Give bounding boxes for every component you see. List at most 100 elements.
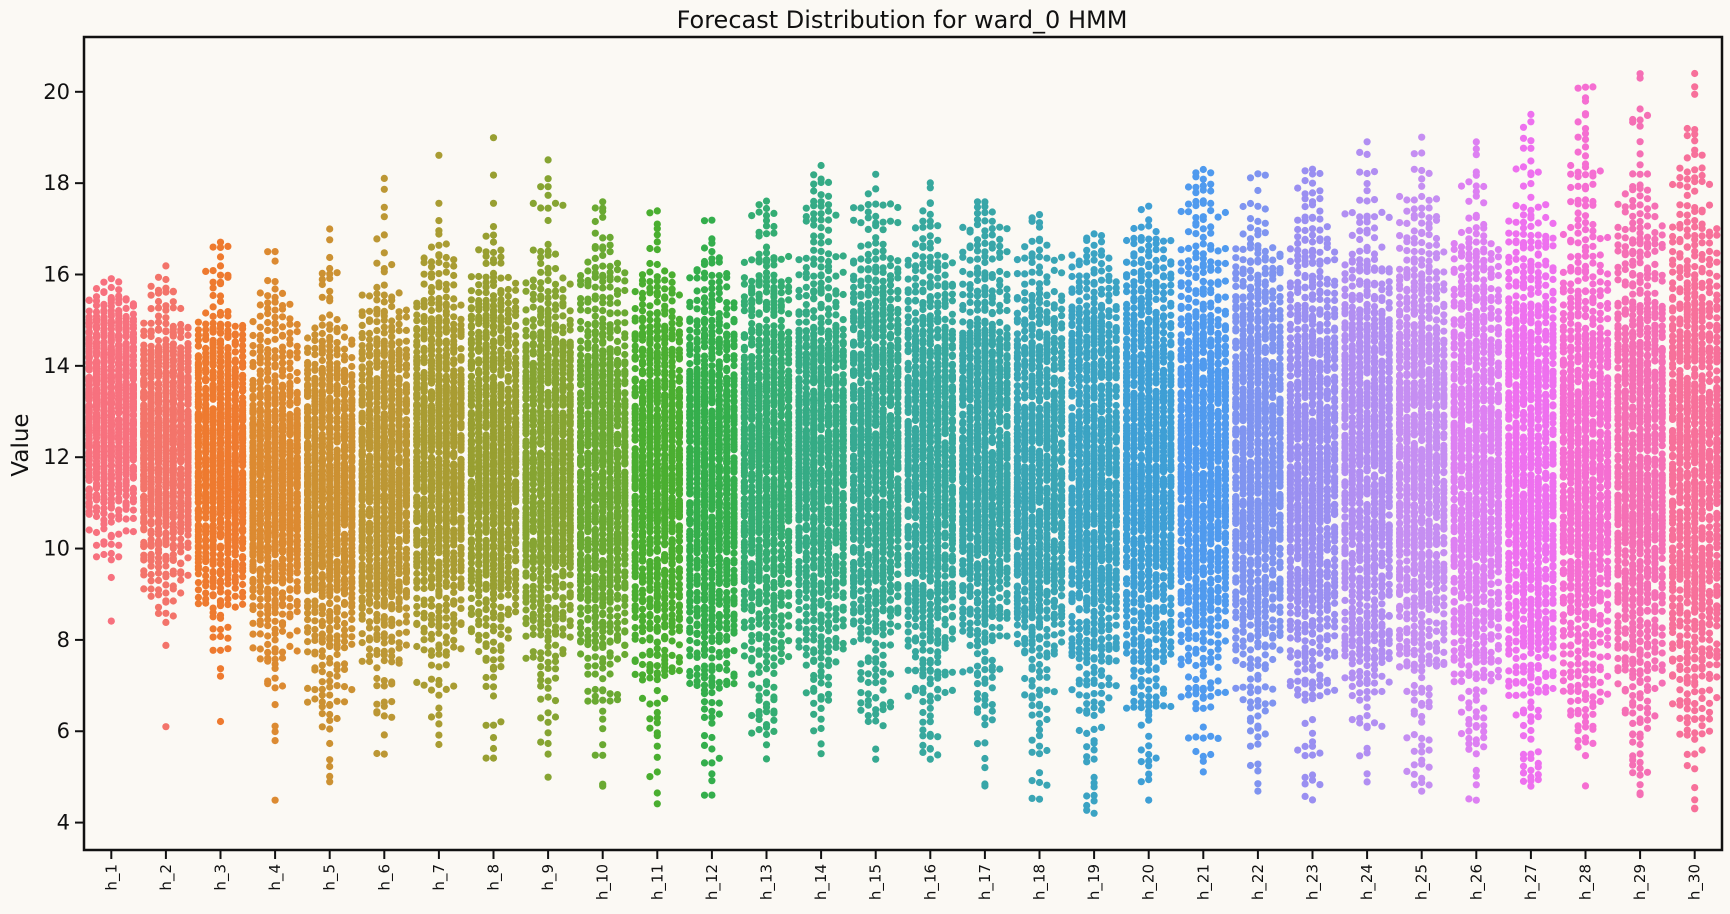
data-point-h_2	[177, 304, 185, 313]
data-point-h_2	[162, 288, 170, 296]
data-point-h_4	[271, 457, 279, 465]
data-point-h_4	[278, 313, 287, 321]
data-point-h_2	[177, 480, 185, 489]
data-point-h_1	[92, 484, 101, 492]
data-point-h_2	[154, 405, 163, 413]
data-point-h_1	[92, 370, 101, 378]
data-point-h_5	[304, 502, 312, 510]
data-point-h_1	[129, 361, 137, 369]
data-point-h_2	[147, 466, 155, 474]
data-point-h_2	[184, 331, 192, 339]
data-point-h_5	[318, 321, 326, 329]
data-point-h_2	[162, 407, 170, 415]
data-point-h_4	[271, 530, 279, 539]
data-point-h_5	[318, 583, 326, 592]
data-point-h_4	[249, 533, 257, 541]
data-point-h_2	[140, 361, 148, 370]
data-point-h_5	[340, 489, 349, 497]
data-point-h_2	[177, 511, 185, 519]
data-point-h_5	[348, 354, 356, 362]
data-point-h_3	[194, 371, 202, 379]
data-point-h_3	[209, 496, 217, 505]
data-point-h_3	[224, 479, 232, 487]
data-point-h_5	[326, 297, 334, 305]
data-point-h_5	[304, 495, 312, 503]
data-point-h_3	[216, 532, 225, 540]
data-point-h_4	[249, 421, 257, 429]
data-point-h_1	[92, 504, 101, 512]
data-point-h_4	[249, 474, 257, 482]
data-point-h_4	[278, 348, 287, 356]
data-point-h_2	[169, 513, 177, 521]
data-point-h_2	[140, 394, 148, 402]
data-point-h_2	[177, 502, 185, 510]
data-point-h_3	[209, 284, 217, 292]
data-point-h_3	[231, 339, 239, 347]
data-point-h_3	[209, 355, 217, 363]
data-point-h_4	[264, 606, 272, 614]
data-point-h_3	[216, 340, 225, 348]
data-point-h_5	[326, 342, 334, 350]
data-point-h_2	[147, 495, 155, 503]
data-point-h_2	[169, 340, 177, 348]
data-point-h_4	[256, 602, 264, 610]
data-point-h_5	[318, 518, 326, 527]
data-point-h_3	[216, 577, 225, 585]
data-point-h_4	[256, 312, 264, 320]
data-point-h_5	[326, 385, 334, 393]
data-point-h_2	[169, 325, 177, 333]
data-point-h_5	[326, 617, 334, 625]
data-point-h_4	[264, 680, 272, 688]
data-point-h_4	[264, 376, 272, 384]
data-point-h_1	[115, 486, 123, 494]
y-axis-label: Value	[8, 413, 34, 476]
data-point-h_5	[311, 666, 319, 674]
data-point-h_4	[293, 422, 301, 430]
data-point-h_4	[293, 376, 301, 384]
data-point-h_5	[340, 356, 349, 364]
data-point-h_4	[249, 385, 257, 393]
data-point-h_2	[184, 357, 192, 365]
data-point-h_4	[271, 728, 279, 736]
data-point-h_5	[333, 650, 341, 659]
data-point-h_3	[239, 371, 247, 379]
data-point-h_4	[264, 399, 272, 407]
data-point-h_5	[311, 617, 319, 625]
data-point-h_4	[278, 323, 287, 331]
data-point-h_3	[224, 580, 232, 588]
data-point-h_2	[140, 506, 148, 514]
data-point-h_2	[140, 459, 148, 467]
data-point-h_3	[209, 291, 217, 300]
data-point-h_3	[224, 473, 232, 481]
data-point-h_1	[100, 333, 108, 341]
data-point-h_1	[115, 515, 123, 523]
data-point-h_5	[304, 583, 312, 591]
data-point-h_4	[271, 664, 279, 673]
data-point-h_5	[340, 637, 349, 646]
data-point-h_1	[122, 333, 130, 341]
data-point-h_3	[209, 569, 217, 577]
data-point-h_2	[140, 556, 148, 564]
data-point-h_1	[100, 288, 108, 297]
data-point-h_3	[209, 613, 217, 621]
data-point-h_4	[264, 326, 272, 334]
data-point-h_3	[194, 459, 202, 467]
data-point-h_4	[249, 605, 257, 614]
data-point-h_2	[154, 273, 163, 281]
data-point-h_3	[216, 329, 225, 337]
data-point-h_1	[92, 473, 101, 481]
data-point-h_2	[169, 612, 177, 620]
data-point-h_5	[311, 607, 319, 615]
data-point-h_5	[333, 437, 341, 446]
data-point-h_5	[304, 628, 312, 636]
data-point-h_3	[216, 717, 225, 726]
data-point-h_5	[311, 695, 319, 703]
data-point-h_2	[154, 541, 163, 549]
data-point-h_2	[184, 399, 192, 407]
data-point-h_5	[304, 638, 312, 646]
data-point-h_4	[286, 642, 294, 651]
data-point-h_4	[286, 555, 294, 563]
data-point-h_1	[85, 510, 93, 518]
data-point-h_1	[100, 525, 108, 533]
data-point-h_3	[194, 593, 202, 602]
